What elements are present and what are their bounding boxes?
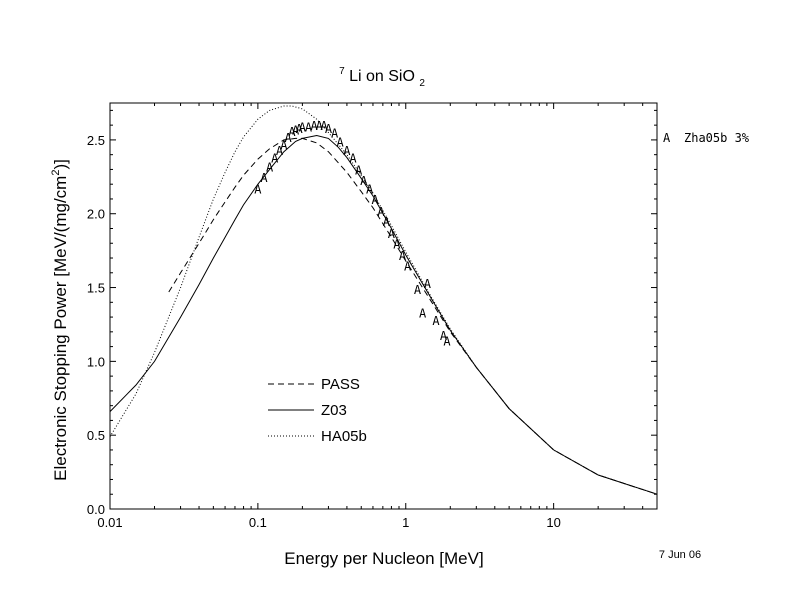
x-tick-label: 1 xyxy=(402,515,409,530)
y-tick-label: 1.0 xyxy=(87,354,105,369)
data-point-marker: A xyxy=(292,124,300,138)
x-axis-ticks: 0.01 0.1 1 10 xyxy=(97,103,658,530)
data-point-marker: A xyxy=(349,152,357,166)
title-isotope: 7 xyxy=(339,66,345,77)
data-point-marker: A xyxy=(355,163,363,177)
data-point-marker: A xyxy=(432,314,440,328)
series-line-ha05b xyxy=(109,105,658,495)
chart-title: 7 Li on SiO 2 xyxy=(339,61,425,89)
title-subscript: 2 xyxy=(419,78,425,89)
y-axis-label: Electronic Stopping Power [MeV/(mg/cm2)] xyxy=(50,159,70,481)
experimental-legend: A Zha05b 3% xyxy=(663,131,750,145)
data-point-marker: A xyxy=(371,193,379,207)
experimental-legend-label: Zha05b 3% xyxy=(684,131,750,145)
data-point-marker: A xyxy=(295,122,303,136)
y-axis-label-suffix: )] xyxy=(51,159,70,169)
data-point-marker: A xyxy=(276,144,284,158)
plot-area xyxy=(109,102,658,510)
data-point-marker: A xyxy=(414,283,422,297)
y-axis-ticks: 0.0 0.5 1.0 1.5 2.0 2.5 xyxy=(87,109,657,517)
y-tick-label: 1.5 xyxy=(87,281,105,296)
data-point-marker: A xyxy=(320,119,328,133)
series-curves xyxy=(109,105,658,495)
data-point-marker: A xyxy=(260,171,268,185)
experimental-legend-marker: A xyxy=(663,131,671,145)
data-point-marker: A xyxy=(419,307,427,321)
y-axis-label-prefix: Electronic Stopping Power [MeV/(mg/cm xyxy=(51,176,70,481)
data-point-marker: A xyxy=(331,127,339,141)
x-tick-label: 0.01 xyxy=(97,515,122,530)
y-tick-label: 2.0 xyxy=(87,207,105,222)
data-point-marker: A xyxy=(305,121,313,135)
date-note: 7 Jun 06 xyxy=(659,549,701,561)
data-point-marker: A xyxy=(280,138,288,152)
data-point-marker: A xyxy=(393,237,401,251)
data-point-marker: A xyxy=(271,152,279,166)
data-point-marker: A xyxy=(404,259,412,273)
data-point-marker: A xyxy=(284,131,292,145)
y-tick-label: 0.5 xyxy=(87,428,105,443)
series-line-z03 xyxy=(109,134,658,495)
y-axis-label-superscript: 2 xyxy=(50,170,62,176)
data-point-marker: A xyxy=(366,183,374,197)
legend-label-pass: PASS xyxy=(321,376,360,393)
data-point-marker: A xyxy=(383,215,391,229)
data-point-marker: A xyxy=(299,121,307,135)
y-tick-label: 2.5 xyxy=(87,133,105,148)
data-point-marker: A xyxy=(440,329,448,343)
legend-label-ha05b: HA05b xyxy=(321,428,367,445)
data-point-marker: A xyxy=(443,335,451,349)
data-point-marker: A xyxy=(424,277,432,291)
data-point-marker: A xyxy=(337,135,345,149)
data-point-marker: A xyxy=(266,160,274,174)
data-point-marker: A xyxy=(316,119,324,133)
data-point-marker: A xyxy=(343,144,351,158)
x-tick-label: 0.1 xyxy=(249,515,267,530)
data-point-marker: A xyxy=(377,205,385,219)
data-point-marker: A xyxy=(310,119,318,133)
legend: PASS Z03 HA05b xyxy=(268,376,367,445)
data-point-marker: A xyxy=(288,125,296,139)
title-main: Li on SiO xyxy=(349,68,415,85)
x-tick-label: 10 xyxy=(546,515,560,530)
data-point-marker: A xyxy=(254,183,262,197)
data-point-marker: A xyxy=(360,174,368,188)
legend-label-z03: Z03 xyxy=(321,402,347,419)
data-point-marker: A xyxy=(399,249,407,263)
data-point-marker: A xyxy=(325,122,333,136)
data-point-marker: A xyxy=(388,227,396,241)
series-line-pass xyxy=(168,137,658,495)
x-axis-label: Energy per Nucleon [MeV] xyxy=(284,549,483,568)
y-tick-label: 0.0 xyxy=(87,502,105,517)
